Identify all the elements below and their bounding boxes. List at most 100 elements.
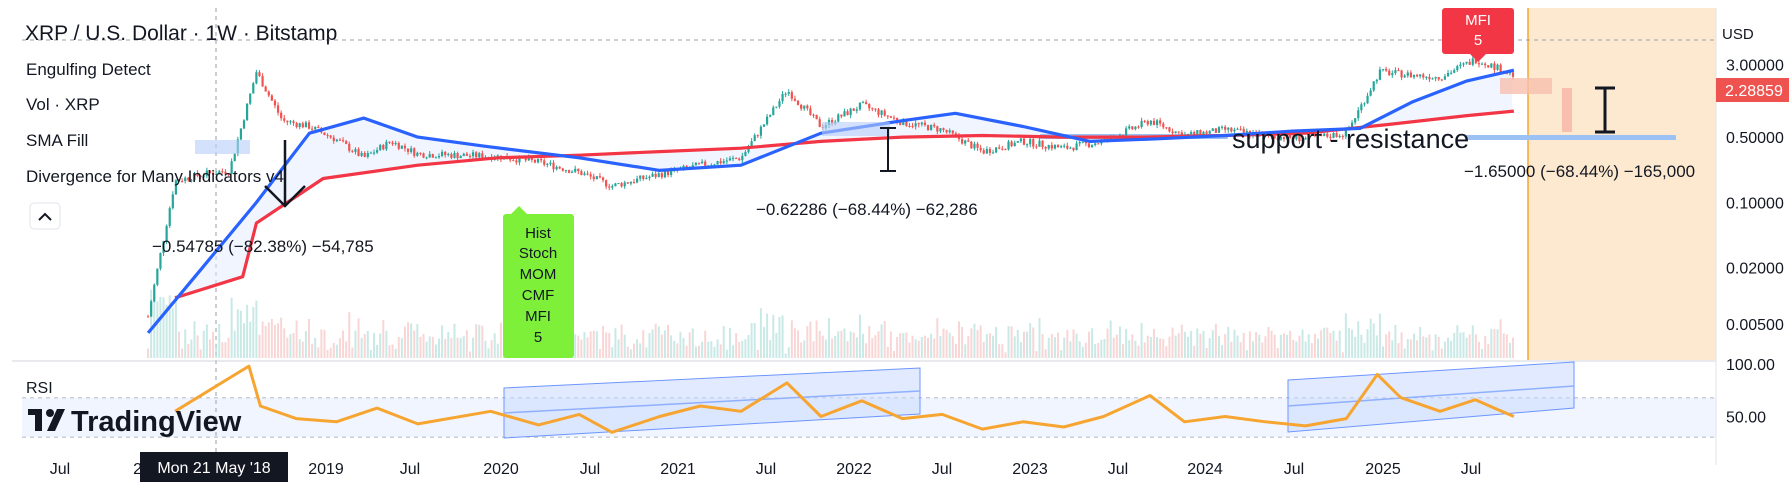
volume-bar <box>803 340 806 358</box>
measure-tool-3[interactable] <box>1562 86 1615 134</box>
candle-body <box>162 241 165 253</box>
candle-body <box>570 171 574 173</box>
symbol-title[interactable]: XRP / U.S. Dollar · 1W · Bitstamp <box>25 22 337 45</box>
candle-body <box>196 172 199 176</box>
tradingview-logo[interactable]: TradingView <box>28 406 242 438</box>
rsi-axis[interactable]: 100.00 50.00 <box>1726 357 1775 427</box>
crosshair-date-text: Mon 21 May '18 <box>157 460 270 477</box>
candle-body <box>861 102 865 104</box>
volume-bar <box>308 318 311 358</box>
candle-body <box>264 86 267 92</box>
volume-bar <box>1443 341 1446 358</box>
candle-body <box>970 141 973 149</box>
volume-bar <box>933 338 936 358</box>
volume-bar <box>1205 348 1208 358</box>
indicator-volume[interactable]: Vol · XRP <box>26 95 100 114</box>
volume-bar <box>1057 332 1060 358</box>
volume-bar <box>453 323 456 358</box>
volume-bar <box>178 331 181 358</box>
volume-bar <box>598 348 601 358</box>
candle-body <box>332 137 335 142</box>
collapse-legend-button[interactable] <box>29 202 61 230</box>
candle-body <box>1010 141 1013 147</box>
volume-bar <box>1360 334 1363 358</box>
candle-body <box>1412 74 1416 78</box>
volume-bar <box>1106 328 1109 358</box>
candle-body <box>540 158 543 161</box>
red-signal-label[interactable]: MFI 5 <box>1442 8 1514 62</box>
volume-bar <box>899 333 902 358</box>
candle-body <box>304 122 308 128</box>
volume-bar <box>1019 342 1022 358</box>
volume-bar <box>1097 342 1100 358</box>
price-axis[interactable]: 3.00000 0.50000 0.10000 0.02000 0.00500 <box>1726 57 1784 333</box>
volume-bar <box>311 343 314 358</box>
rsi-label[interactable]: RSI <box>26 380 53 397</box>
candle-body <box>747 146 750 152</box>
volume-bar <box>1385 334 1388 358</box>
candle-body <box>697 162 701 164</box>
measure-tool-1[interactable] <box>264 140 306 208</box>
candle-body <box>187 177 190 181</box>
green-signal-label[interactable]: Hist Stoch MOM CMF MFI 5 <box>503 206 574 358</box>
candle-body <box>769 115 772 117</box>
indicator-sma-fill[interactable]: SMA Fill <box>26 131 88 150</box>
volume-bar <box>1493 328 1496 358</box>
volume-bar <box>852 332 855 358</box>
candle-body <box>722 161 725 164</box>
candle-body <box>1227 127 1230 130</box>
volume-bar <box>855 337 858 358</box>
volume-bar <box>1289 330 1292 358</box>
volume-bar <box>781 315 784 358</box>
candle-body <box>880 110 883 115</box>
volume-bar <box>462 336 465 358</box>
volume-bar <box>697 345 700 358</box>
volume-bar <box>351 347 354 358</box>
indicator-divergence[interactable]: Divergence for Many Indicators v4 <box>26 167 284 186</box>
candle-body <box>208 170 212 173</box>
candle-body <box>800 104 803 109</box>
candle-body <box>731 157 735 159</box>
volume-bar <box>1261 342 1264 358</box>
measure-label-3: −1.65000 (−68.44%) −165,000 <box>1464 162 1695 181</box>
volume-bar <box>159 296 162 358</box>
volume-bar <box>184 329 187 358</box>
price-tick-label: 0.00500 <box>1726 317 1784 334</box>
candle-body <box>1230 127 1233 132</box>
volume-bar <box>908 342 911 358</box>
candle-body <box>168 208 171 226</box>
candle-body <box>515 160 518 163</box>
indicator-engulfing[interactable]: Engulfing Detect <box>26 60 151 79</box>
candle-body <box>459 156 462 159</box>
volume-bar <box>1084 342 1087 358</box>
volume-bar <box>595 331 598 358</box>
volume-bar <box>441 325 444 358</box>
volume-bar <box>348 312 351 358</box>
time-axis[interactable]: Jul202019Jul2020Jul2021Jul2022Jul2023Jul… <box>50 461 1481 478</box>
volume-bar <box>1456 325 1459 358</box>
candle-body <box>416 152 419 156</box>
measure-tool-2[interactable] <box>880 127 896 172</box>
measure-label-2: −0.62286 (−68.44%) −62,286 <box>756 200 978 219</box>
volume-bar <box>818 330 821 358</box>
volume-bar <box>744 339 747 358</box>
candle-body <box>756 135 759 137</box>
volume-bar <box>1307 334 1310 358</box>
volume-bar <box>270 318 273 358</box>
volume-bar <box>862 333 865 358</box>
volume-bar <box>465 330 468 358</box>
candle-body <box>682 165 685 169</box>
volume-bar <box>1156 337 1159 358</box>
currency-label[interactable]: USD <box>1722 26 1754 43</box>
candle-body <box>428 154 431 158</box>
candle-body <box>224 171 227 174</box>
candle-body <box>1084 141 1087 144</box>
candle-body <box>796 100 800 105</box>
volume-bar <box>1273 334 1276 358</box>
volume-bar <box>1341 352 1344 358</box>
volume-bar <box>410 323 413 358</box>
candle-body <box>351 150 354 152</box>
volume-bar <box>236 309 239 358</box>
volume-bar <box>1375 335 1378 358</box>
